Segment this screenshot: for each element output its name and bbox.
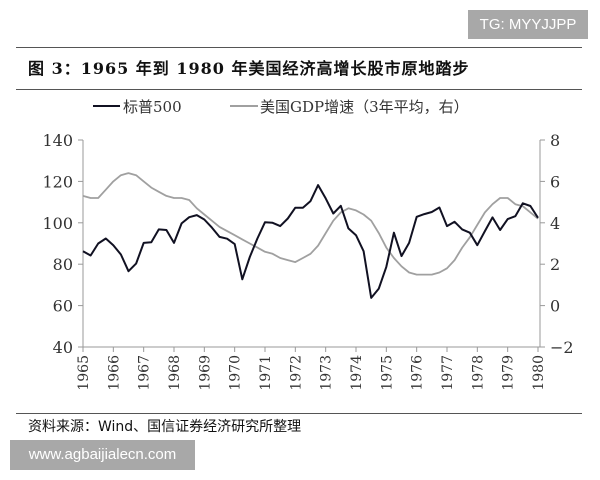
legend: 标普500 美国GDP增速（3年平均，右） xyxy=(93,98,469,116)
x-tick-label: 1978 xyxy=(470,355,486,391)
x-tick-label: 1979 xyxy=(501,355,517,391)
watermark-top: TG: MYYJJPP xyxy=(468,10,588,39)
y-tick-label-right: 2 xyxy=(550,255,560,274)
x-tick-label: 1970 xyxy=(228,355,244,391)
x-tick-label: 1969 xyxy=(197,355,213,391)
x-tick-label: 1965 xyxy=(76,355,92,391)
y-tick-label-right: 8 xyxy=(550,131,560,150)
legend-label-sp500: 标普500 xyxy=(123,98,182,116)
y-tick-label-left: 100 xyxy=(42,214,73,233)
x-tick-label: 1980 xyxy=(531,355,547,391)
top-rule xyxy=(16,47,582,48)
legend-label-gdp: 美国GDP增速（3年平均，右） xyxy=(260,98,469,116)
y-tick-label-right: 6 xyxy=(550,172,560,191)
y-tick-label-left: 120 xyxy=(42,172,73,191)
x-tick-label: 1966 xyxy=(106,355,122,391)
x-tick-label: 1975 xyxy=(379,355,395,391)
chart: 标普500 美国GDP增速（3年平均，右） 40 60 80 100 120 140 −2 0… xyxy=(42,98,574,391)
x-tick-label: 1977 xyxy=(440,355,456,391)
title-rule xyxy=(16,89,582,90)
y-tick-label-right: −2 xyxy=(550,338,574,357)
y-tick-label-right: 4 xyxy=(550,214,560,233)
x-tick-label: 1967 xyxy=(137,355,153,391)
series-line-sp500 xyxy=(82,184,539,299)
watermark-bottom: www.agbaijialecn.com xyxy=(10,440,195,470)
y-tick-label-left: 140 xyxy=(42,131,73,150)
y-tick-label-left: 40 xyxy=(53,338,73,357)
y-tick-label-right: 0 xyxy=(550,297,560,316)
x-tick-label: 1974 xyxy=(349,355,365,391)
x-tick-label: 1973 xyxy=(319,355,335,391)
footer-rule xyxy=(16,413,582,414)
figure-title: 图 3：1965 年到 1980 年美国经济高增长股市原地踏步 xyxy=(28,59,470,78)
y-tick-label-left: 60 xyxy=(53,297,73,316)
source-note: 资料来源：Wind、国信证券经济研究所整理 xyxy=(28,419,302,435)
x-tick-label: 1968 xyxy=(167,355,183,391)
series-line-gdp xyxy=(82,172,539,276)
x-tick-label: 1971 xyxy=(258,355,274,391)
x-tick-label: 1976 xyxy=(410,355,426,391)
x-tick-label: 1972 xyxy=(288,355,304,391)
y-tick-label-left: 80 xyxy=(53,255,73,274)
